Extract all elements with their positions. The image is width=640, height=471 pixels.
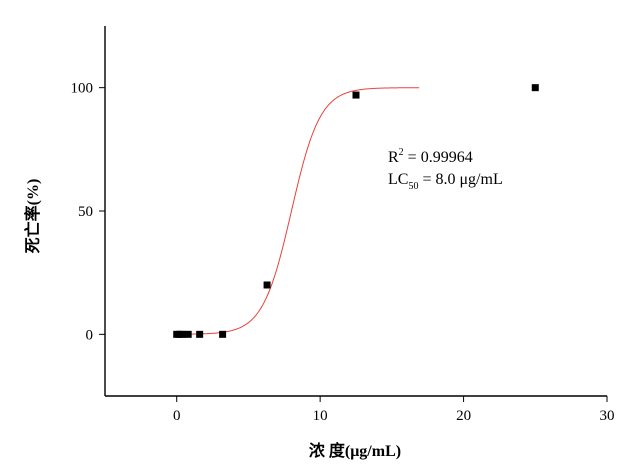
x-tick-label-30: 30 xyxy=(600,408,615,424)
x-axis-title: 浓 度(μg/mL) xyxy=(309,441,401,460)
fit-curve xyxy=(176,87,420,335)
fit-curve-layer xyxy=(176,87,420,335)
r2-value: = 0.99964 xyxy=(404,149,473,166)
lc50-base: LC xyxy=(388,171,408,188)
lc50-subscript: 50 xyxy=(408,181,418,192)
axes xyxy=(104,26,607,397)
lc50-value: = 8.0 μg/mL xyxy=(418,171,502,188)
y-tick-label-50: 50 xyxy=(78,204,93,220)
x-tick-label-20: 20 xyxy=(456,408,471,424)
r-squared-annotation: R2 = 0.99964 xyxy=(388,147,473,166)
y-tick-label-0: 0 xyxy=(86,327,94,343)
data-point-7 xyxy=(352,91,360,99)
data-point-6 xyxy=(263,281,271,289)
lc50-annotation: LC50 = 8.0 μg/mL xyxy=(388,171,503,192)
y-axis-title: 死亡率(%) xyxy=(23,179,42,254)
data-point-3 xyxy=(184,330,192,338)
data-point-5 xyxy=(219,330,227,338)
data-point-8 xyxy=(531,84,539,92)
r2-superscript: 2 xyxy=(399,147,404,158)
data-points-layer xyxy=(173,84,539,338)
x-tick-label-10: 10 xyxy=(313,408,328,424)
data-point-4 xyxy=(196,330,204,338)
r2-base: R xyxy=(388,149,399,166)
ticks: 0 10 20 30 0 50 100 xyxy=(71,81,615,424)
y-tick-label-100: 100 xyxy=(71,81,94,97)
data-point-2 xyxy=(178,330,186,338)
x-tick-label-0: 0 xyxy=(173,408,181,424)
